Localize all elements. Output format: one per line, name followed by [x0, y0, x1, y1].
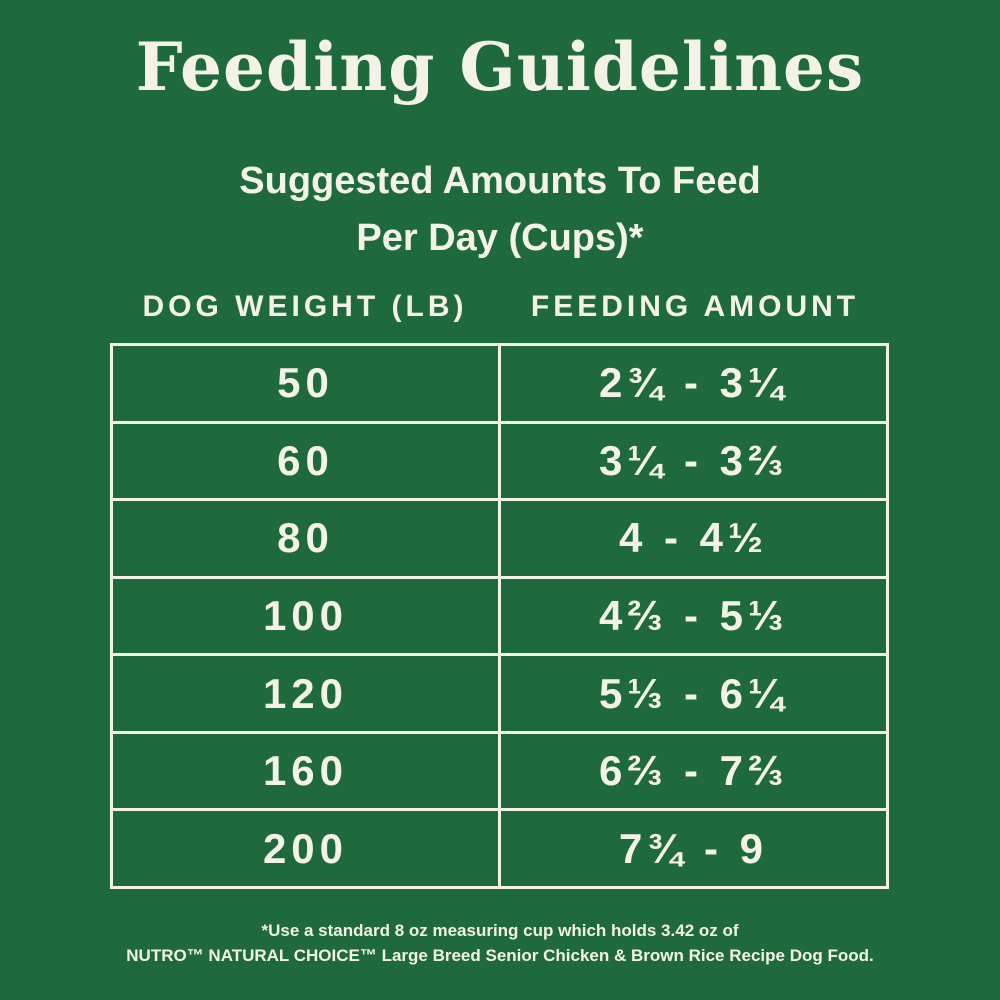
- dog-weight: 50: [110, 343, 501, 424]
- feeding-amount: 4 - 4½: [498, 498, 889, 579]
- dog-weight: 120: [110, 653, 501, 734]
- feeding-amount: 5⅓ - 6¼: [498, 653, 889, 734]
- feeding-amount: 7¾ - 9: [498, 808, 889, 889]
- title: Feeding Guidelines: [135, 28, 865, 106]
- subtitle: Suggested Amounts To Feed: [239, 160, 761, 202]
- column-header: FEEDING AMOUNT: [530, 290, 860, 323]
- feeding-amount: 3¼ - 3⅔: [498, 420, 889, 502]
- table-row: 160 6⅔ - 7⅔: [110, 730, 889, 812]
- subtitle: Per Day (Cups)*: [356, 217, 644, 259]
- footnote: NUTRO™ NATURAL CHOICE™ Large Breed Senio…: [126, 946, 874, 965]
- column-header: DOG WEIGHT (LB): [142, 290, 468, 323]
- dog-weight: 200: [110, 808, 501, 889]
- dog-weight: 100: [110, 575, 501, 657]
- feeding-table: 50 2¾ - 3¼ 60 3¼ - 3⅔ 80 4 - 4½ 100 4⅔ - 5⅓ 120 5…: [110, 343, 889, 889]
- feeding-amount: 6⅔ - 7⅔: [498, 730, 889, 812]
- table-row: 80 4 - 4½: [110, 498, 889, 579]
- dog-weight: 80: [110, 498, 501, 579]
- footnote: *Use a standard 8 oz measuring cup which…: [261, 921, 739, 940]
- table-row: 120 5⅓ - 6¼: [110, 653, 889, 734]
- feeding-amount: 2¾ - 3¼: [498, 343, 889, 424]
- table-row: 60 3¼ - 3⅔: [110, 420, 889, 502]
- dog-weight: 60: [110, 420, 501, 502]
- table-row: 200 7¾ - 9: [110, 808, 889, 889]
- feeding-amount: 4⅔ - 5⅓: [498, 575, 889, 657]
- table-row: 50 2¾ - 3¼: [110, 343, 889, 424]
- dog-weight: 160: [110, 730, 501, 812]
- table-row: 100 4⅔ - 5⅓: [110, 575, 889, 657]
